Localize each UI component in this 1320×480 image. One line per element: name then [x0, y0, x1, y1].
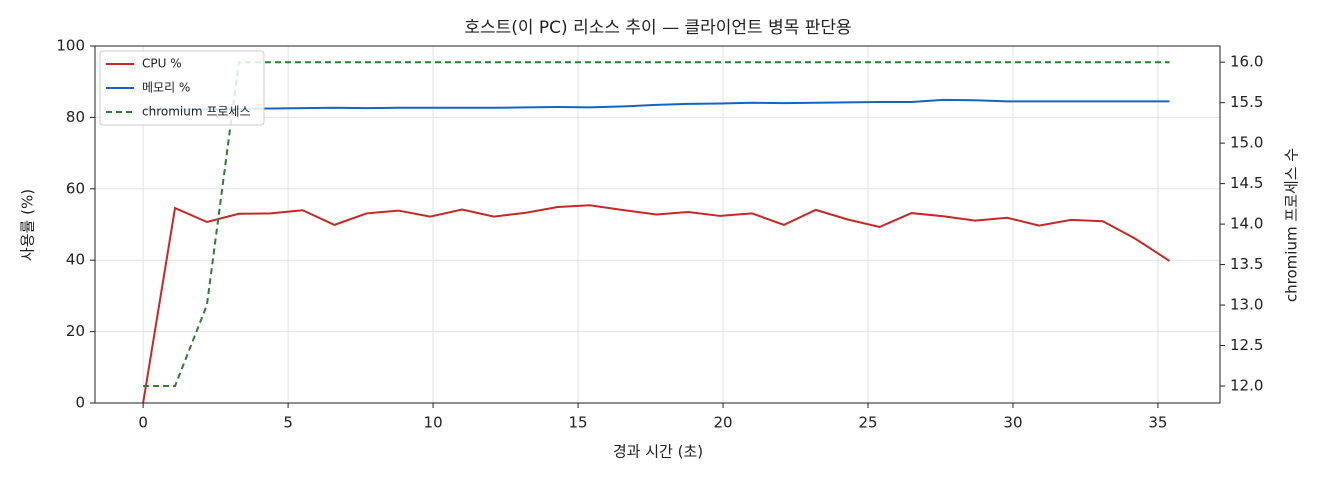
legend-label: 메모리 % [142, 81, 190, 95]
x-tick-label: 10 [424, 414, 443, 432]
y2-tick-label: 15.0 [1230, 134, 1263, 152]
x-tick-label: 25 [858, 414, 877, 432]
y-tick-label: 80 [66, 108, 85, 126]
x-tick-label: 0 [138, 414, 148, 432]
x-tick-label: 30 [1003, 414, 1022, 432]
x-tick-label: 35 [1148, 414, 1167, 432]
y-tick-label: 40 [66, 251, 85, 269]
y-tick-label: 100 [56, 37, 85, 55]
y2-tick-label: 13.0 [1230, 296, 1263, 314]
y2-tick-label: 12.0 [1230, 377, 1263, 395]
x-tick-label: 5 [283, 414, 293, 432]
legend-label: CPU % [142, 57, 182, 71]
series-line [143, 98, 1170, 112]
y-tick-label: 0 [75, 394, 85, 412]
y2-tick-label: 14.0 [1230, 215, 1263, 233]
y2-axis-label: chromium 프로세스 수 [1283, 148, 1301, 302]
series-line [142, 204, 1171, 404]
plot-frame [94, 45, 1221, 404]
legend-label: chromium 프로세스 [142, 105, 251, 119]
series-line [143, 61, 1170, 387]
x-tick-label: 15 [569, 414, 588, 432]
x-tick-label: 20 [713, 414, 732, 432]
legend: CPU % 메모리 % chromium 프로세스 [99, 50, 265, 126]
y2-tick-label: 12.5 [1230, 336, 1263, 354]
chart-title: 호스트(이 PC) 리소스 추이 — 클라이언트 병목 판단용 [464, 18, 851, 38]
y-tick-label: 20 [66, 322, 85, 340]
y2-tick-label: 15.5 [1230, 93, 1263, 111]
x-axis-label: 경과 시간 (초) [613, 443, 703, 461]
legend-box [99, 50, 265, 126]
y2-tick-label: 14.5 [1230, 174, 1263, 192]
y2-tick-label: 16.0 [1230, 53, 1263, 71]
y-tick-label: 60 [66, 179, 85, 197]
y-axis-label: 사용률 (%) [19, 189, 37, 261]
y2-tick-label: 13.5 [1230, 255, 1263, 273]
